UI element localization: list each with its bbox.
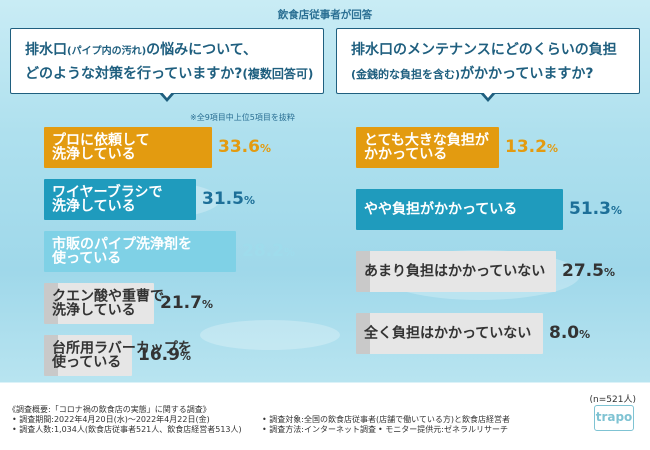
right-value-label-2: 27.5% <box>562 260 615 281</box>
right-bar-label-line: とても大きな負担が <box>364 131 489 148</box>
right-bar-0: とても大きな負担が かかっている <box>356 127 499 168</box>
left-question-line2: どのような対策を行っていますか?(複数回答可) <box>25 63 323 83</box>
trapo-logo: trapo <box>594 405 634 431</box>
down-arrow-icon <box>480 91 496 102</box>
right-bar-label-line: 全く負担はかかっていない <box>364 325 532 342</box>
left-value-label-0: 33.6% <box>218 136 271 157</box>
left-question-line1: 排水口(パイプ内の汚れ)の悩みについて、 <box>25 39 323 59</box>
footer-count: • 調査人数:1,034人(飲食店従事者521人、飲食店経営者513人) <box>12 425 242 434</box>
left-question-box: 排水口(パイプ内の汚れ)の悩みについて、 どのような対策を行っていますか?(複数… <box>10 28 324 94</box>
right-bar-label-1: やや負担がかかっている <box>364 202 517 217</box>
left-bar-label-line: 洗浄している <box>52 302 136 319</box>
left-value-label-3: 21.7% <box>160 292 213 313</box>
footer-heading: 《調査概要:「コロナ禍の飲食店の実態」に関する調査》 <box>8 405 211 414</box>
right-question-line2: (金銭的な負担を含む)がかかっていますか? <box>351 63 639 83</box>
right-bar-label-line: かかっている <box>364 146 448 163</box>
left-bar-4: 台所用ラバーカップを 使っている <box>44 335 192 376</box>
left-bar-label-line: 洗浄している <box>52 146 136 163</box>
left-value-label-4: 16.9% <box>138 344 191 365</box>
left-bar-label-3: クエン酸や重曹で 洗浄している <box>52 289 164 318</box>
left-bar-label-line: 使っている <box>52 250 122 267</box>
right-question-sub: (金銭的な負担を含む) <box>351 68 461 81</box>
left-value-label-1: 31.5% <box>202 188 255 209</box>
left-bar-label-line: 使っている <box>52 354 122 371</box>
left-question-line2-text: どのような対策を行っていますか? <box>25 66 243 82</box>
water-ripple <box>200 320 340 350</box>
right-question-line1: 排水口のメンテナンスにどのくらいの負担 <box>351 42 617 58</box>
left-bar-label-2: 市販のパイプ洗浄剤を 使っている <box>52 237 192 266</box>
left-bar-1: ワイヤーブラシで 洗浄している <box>44 179 196 220</box>
left-question-sub: (パイプ内の汚れ) <box>67 46 147 57</box>
right-bar-label-3: 全く負担はかかっていない <box>364 326 531 341</box>
right-value-label-0: 13.2% <box>505 136 558 157</box>
right-bar-label-line: あまり負担はかかっていない <box>364 263 546 280</box>
left-question-rest: の悩みについて、 <box>146 42 258 58</box>
left-bar-label-4: 台所用ラバーカップを 使っている <box>52 341 192 370</box>
footer-provider: • モニター提供元:ゼネラルリサーチ <box>378 425 508 434</box>
right-bar-label-line: やや負担がかかっている <box>364 201 518 218</box>
left-question-main: 排水口 <box>25 42 67 58</box>
left-bar-label-1: ワイヤーブラシで 洗浄している <box>52 185 162 214</box>
right-question-box: 排水口のメンテナンスにどのくらいの負担 (金銭的な負担を含む)がかかっていますか… <box>336 28 640 94</box>
right-bar-2: あまり負担はかかっていない <box>356 251 556 292</box>
right-bar-label-0: とても大きな負担が かかっている <box>364 133 489 162</box>
right-bar-label-2: あまり負担はかかっていない <box>364 264 545 279</box>
left-bar-label-line: 市販のパイプ洗浄剤を <box>52 235 192 252</box>
right-bar-1: やや負担がかかっている <box>356 189 563 230</box>
right-question-rest: がかかっていますか? <box>460 66 594 82</box>
left-bar-label-line: プロに依頼して <box>52 131 150 148</box>
down-arrow-icon <box>159 91 175 102</box>
left-value-label-2: 28.2% <box>242 240 295 261</box>
left-bar-label-line: クエン酸や重曹で <box>52 287 164 304</box>
left-bar-0: プロに依頼して 洗浄している <box>44 127 212 168</box>
right-value-label-1: 51.3% <box>569 198 622 219</box>
footer-period: • 調査期間:2022年4月20日(水)〜2022年4月22日(金) <box>12 415 210 424</box>
left-bar-label-line: 台所用ラバーカップを <box>52 339 192 356</box>
left-question-line2-sub: (複数回答可) <box>242 67 314 81</box>
right-bar-3: 全く負担はかかっていない <box>356 313 543 354</box>
footer-target: • 調査対象:全国の飲食店従事者(店舗で働いている方)と飲食店経営者 <box>262 415 510 424</box>
left-note: ※全9項目中上位5項目を抜粋 <box>190 113 295 122</box>
sample-size: (n=521人) <box>589 395 636 405</box>
header-title: 飲食店従事者が回答 <box>277 9 373 21</box>
left-bar-3: クエン酸や重曹で 洗浄している <box>44 283 164 324</box>
left-bar-label-0: プロに依頼して 洗浄している <box>52 133 150 162</box>
left-bar-label-line: 洗浄している <box>52 198 136 215</box>
footer-method: • 調査方法:インターネット調査 <box>262 425 376 434</box>
right-value-label-3: 8.0% <box>549 322 591 343</box>
left-bar-2: 市販のパイプ洗浄剤を 使っている <box>44 231 236 272</box>
left-bar-label-line: ワイヤーブラシで <box>52 183 163 200</box>
